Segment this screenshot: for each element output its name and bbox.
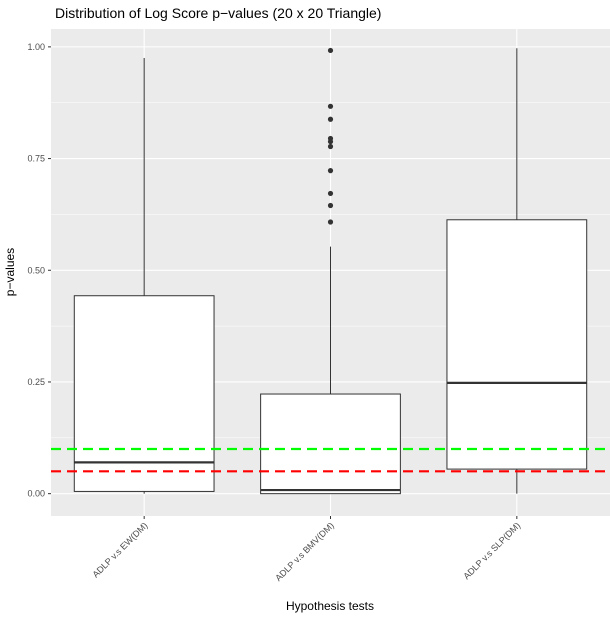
y-axis: 0.00 0.25 0.50 0.75 1.00 bbox=[27, 42, 51, 499]
box bbox=[73, 295, 215, 492]
outlier-point bbox=[327, 47, 334, 54]
outlier-point bbox=[327, 143, 334, 150]
outlier-point bbox=[327, 219, 334, 225]
y-tick-label: 0.50 bbox=[27, 265, 45, 275]
outlier-point bbox=[327, 103, 334, 109]
outlier-point bbox=[327, 168, 334, 174]
box bbox=[446, 219, 588, 470]
y-tick-label: 0.00 bbox=[27, 489, 45, 499]
x-axis: ADLP v.s EW(DM) ADLP v.s BMV(DM) ADLP v.s … bbox=[90, 516, 522, 583]
y-tick-label: 0.25 bbox=[27, 377, 45, 387]
y-axis-title: p−values bbox=[3, 248, 17, 296]
outlier-point bbox=[327, 202, 334, 209]
outlier-point bbox=[327, 116, 334, 122]
outlier-point bbox=[327, 135, 334, 142]
x-axis-title: Hypothesis tests bbox=[286, 599, 374, 613]
x-tick-label: ADLP v.s BMV(DM) bbox=[273, 520, 336, 583]
y-tick-label: 1.00 bbox=[27, 42, 45, 52]
y-tick-label: 0.75 bbox=[27, 154, 45, 164]
outlier-point bbox=[327, 190, 334, 197]
x-tick-label: ADLP v.s SLP(DM) bbox=[461, 520, 522, 581]
chart-title: Distribution of Log Score p−values (20 x… bbox=[55, 5, 381, 21]
reference-lines bbox=[51, 447, 610, 473]
x-tick-label: ADLP v.s EW(DM) bbox=[90, 520, 149, 579]
boxplots bbox=[73, 47, 588, 495]
box bbox=[260, 393, 401, 495]
